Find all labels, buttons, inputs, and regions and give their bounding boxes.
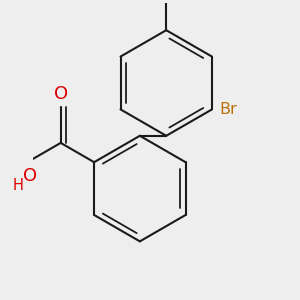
Text: Br: Br [219, 102, 237, 117]
Text: O: O [23, 167, 37, 185]
Text: O: O [54, 85, 68, 103]
Text: H: H [12, 178, 23, 193]
